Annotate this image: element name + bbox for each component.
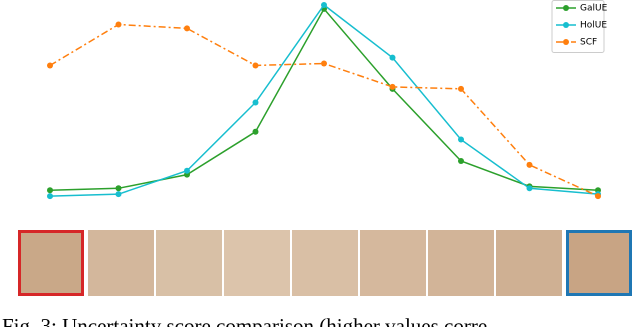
point <box>47 193 53 200</box>
point <box>526 185 533 192</box>
face-border <box>566 230 632 296</box>
point <box>458 136 464 143</box>
face-image <box>360 230 426 296</box>
face-image <box>224 230 290 296</box>
point <box>115 21 122 28</box>
face-image <box>88 230 154 296</box>
point <box>321 60 327 67</box>
face-image <box>292 230 358 296</box>
point <box>389 83 396 90</box>
series-line <box>49 23 599 197</box>
legend-marker <box>563 22 569 28</box>
legend-marker <box>563 5 569 11</box>
point <box>389 54 396 61</box>
face-image <box>566 230 632 296</box>
point <box>458 158 464 164</box>
point <box>595 193 601 200</box>
legend-label: HolUE <box>580 21 607 31</box>
face-image <box>496 230 562 296</box>
point <box>526 161 533 168</box>
point <box>252 62 259 69</box>
point <box>458 85 464 92</box>
point <box>47 62 53 69</box>
point <box>47 187 53 194</box>
caption: Fig. 3: Uncertainty score comparison (hi… <box>2 314 487 327</box>
legend-label: GalUE <box>580 4 608 14</box>
point <box>252 99 259 106</box>
face-border <box>18 230 84 296</box>
face-strip <box>18 230 632 296</box>
point <box>252 128 259 135</box>
legend-marker <box>563 39 569 45</box>
legend-label: SCF <box>580 38 597 48</box>
series-line <box>49 3 599 197</box>
face-image <box>18 230 84 296</box>
point <box>115 185 122 192</box>
point <box>115 191 122 198</box>
series-line <box>49 7 599 191</box>
face-image <box>156 230 222 296</box>
point <box>321 2 327 8</box>
point <box>184 25 190 32</box>
face-image <box>428 230 494 296</box>
point <box>184 167 190 174</box>
